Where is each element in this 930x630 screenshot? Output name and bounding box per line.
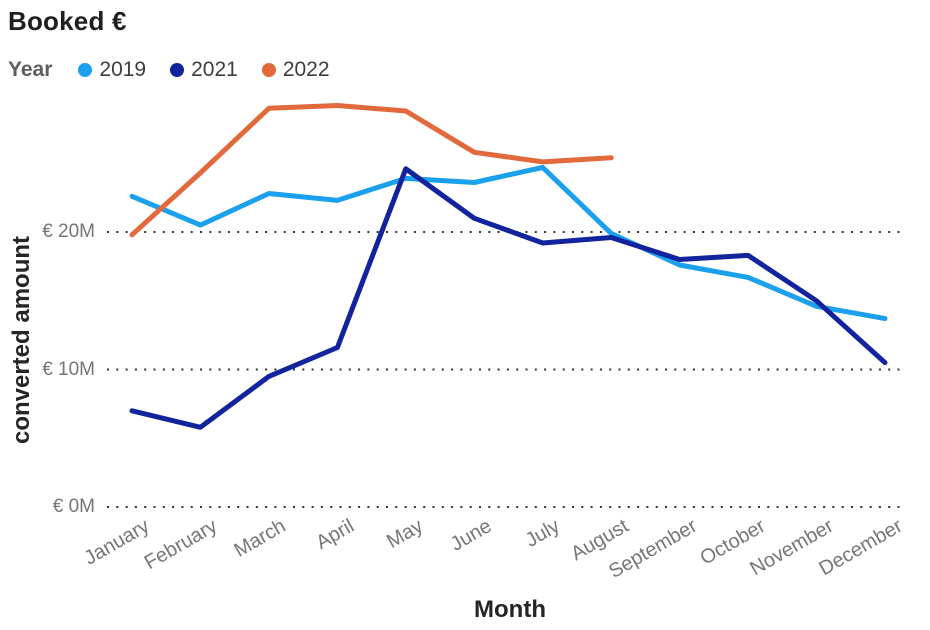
series-line-2019[interactable] — [129, 164, 888, 322]
legend-dot-2019 — [78, 63, 93, 77]
legend-label: 2022 — [282, 58, 330, 81]
legend: Year 2019 2021 2022 — [8, 58, 354, 82]
legend-item-2019[interactable]: 2019 — [78, 58, 146, 82]
legend-item-2022[interactable]: 2022 — [261, 58, 330, 82]
x-axis-title: Month — [474, 596, 546, 623]
legend-label: 2021 — [191, 58, 238, 81]
legend-dot-2022 — [261, 63, 276, 77]
y-tick-label-20M: € 20M — [42, 221, 95, 242]
legend-label: 2019 — [99, 58, 147, 81]
series-line-2022[interactable] — [129, 103, 614, 238]
legend-title: Year — [8, 58, 53, 81]
y-tick-label-10M: € 10M — [42, 358, 95, 380]
legend-item-2021[interactable]: 2021 — [170, 58, 238, 82]
legend-dot-2021 — [170, 63, 185, 77]
y-tick-label-0M: € 0M — [52, 496, 95, 517]
series-line-2021[interactable] — [129, 166, 888, 430]
chart-title: Booked € — [8, 6, 127, 36]
